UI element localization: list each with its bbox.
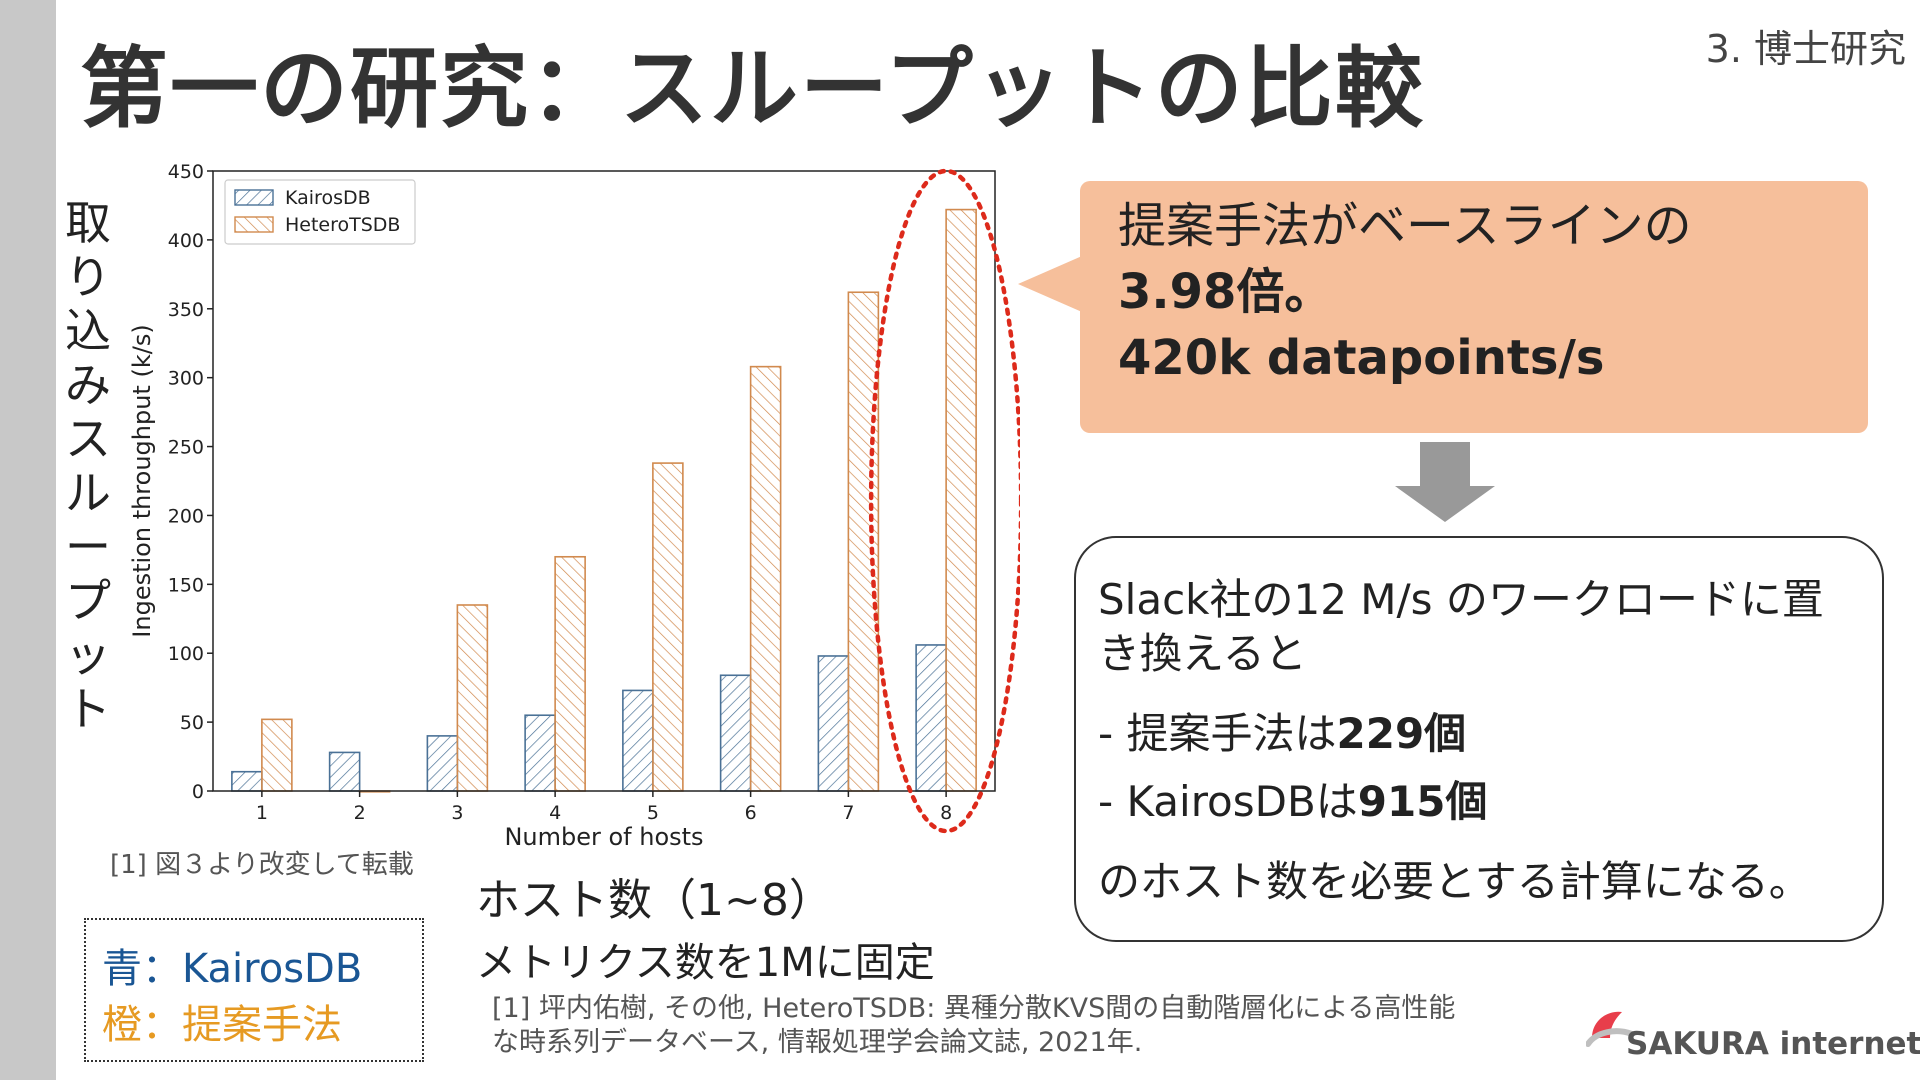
citation-line-2: な時系列データベース, 情報処理学会論文誌, 2021年. <box>492 1027 1143 1058</box>
bar-heterotsdb-4 <box>554 555 586 792</box>
x-tick-label: 7 <box>842 802 854 824</box>
info-item-proposed: - 提案手法は229個 <box>1098 700 1466 761</box>
vertical-y-label-char: 取 <box>65 196 111 250</box>
legend-orange-label: 橙：提案手法 <box>102 1002 342 1048</box>
x-tick-label: 2 <box>354 802 366 824</box>
hosts-label: ホスト数（1~8） <box>476 875 833 926</box>
vertical-y-label-char: ト <box>65 682 111 736</box>
bar-heterotsdb-3 <box>456 604 489 792</box>
info-item-proposed-label: - 提案手法は <box>1098 709 1337 758</box>
bar-kairosdb-5 <box>622 689 654 792</box>
info-item-kairosdb-label: - KairosDBは <box>1098 777 1358 826</box>
info-item-kairosdb-value: 915個 <box>1357 777 1488 826</box>
info-line-5: のホスト数を必要とする計算になる。 <box>1098 857 1811 906</box>
vertical-y-label-char: ッ <box>65 628 111 682</box>
x-tick-label: 6 <box>745 802 757 824</box>
x-tick-label: 5 <box>647 802 659 824</box>
x-tick-label: 8 <box>940 802 952 824</box>
info-item-kairosdb: - KairosDBは915個 <box>1098 768 1487 829</box>
legend-label-kairosdb: KairosDB <box>285 187 371 209</box>
x-tick-label: 4 <box>549 802 561 824</box>
highlight-ellipse <box>868 168 1020 834</box>
legend-swatch-heterotsdb <box>234 216 274 233</box>
y-tick-label: 200 <box>168 505 204 527</box>
throughput-bar-chart: 0 50 100 150 200 250 300 350 400 450 1 2 3 4 5 6 7 8 Ing… <box>128 161 1020 851</box>
vertical-y-label-char: ス <box>65 412 111 466</box>
bar-heterotsdb-6 <box>749 365 782 792</box>
y-tick-label: 300 <box>168 368 204 390</box>
callout-line-2: 3.98倍。 <box>1118 264 1333 320</box>
y-tick-label: 150 <box>168 574 204 596</box>
x-axis-title: Number of hosts <box>504 823 703 851</box>
bar-kairosdb-3 <box>426 735 459 792</box>
citation-line-1: [1] 坪内佑樹, その他, HeteroTSDB: 異種分散KVS間の自動階層… <box>492 993 1456 1024</box>
x-tick-label: 1 <box>256 802 268 824</box>
plot-frame <box>212 170 996 792</box>
slide-title: 第一の研究：スループットの比較 <box>80 37 1425 140</box>
bar-kairosdb-4 <box>524 714 556 792</box>
y-tick-label: 250 <box>168 437 204 459</box>
bar-heterotsdb-5 <box>652 462 684 792</box>
bar-kairosdb-8 <box>915 644 947 792</box>
bar-heterotsdb-8 <box>945 208 977 792</box>
callout-pointer <box>1018 256 1082 312</box>
y-tick-label: 50 <box>180 712 204 734</box>
y-tick-label: 350 <box>168 299 204 321</box>
figure-source-note: [1] 図３より改変して転載 <box>110 850 414 880</box>
x-tick-label: 3 <box>451 802 463 824</box>
vertical-y-label-char: ル <box>65 466 111 520</box>
y-tick-label: 400 <box>168 230 204 252</box>
bar-kairosdb-7 <box>817 655 850 792</box>
vertical-y-label-char: プ <box>65 574 111 628</box>
y-tick-label: 100 <box>168 643 204 665</box>
chart-legend: KairosDB HeteroTSDB <box>224 179 416 245</box>
sakura-logo: SAKURA internet <box>1586 996 1920 1062</box>
y-tick-label: 450 <box>168 161 204 183</box>
bar-kairosdb-1 <box>231 770 263 792</box>
info-item-proposed-value: 229個 <box>1336 709 1467 758</box>
workload-info-box: Slack社の12 M/s のワークロードに置 き換えると - 提案手法は229… <box>1074 536 1884 942</box>
vertical-y-label-char: み <box>65 358 111 412</box>
legend-blue-label: 青：KairosDB <box>102 946 363 992</box>
result-callout: 提案手法がベースラインの 3.98倍。 420k datapoints/s <box>1080 181 1868 433</box>
color-legend-box: 青：KairosDB 橙：提案手法 <box>84 918 424 1062</box>
legend-swatch-kairosdb <box>234 189 274 206</box>
vertical-y-label-char: ー <box>65 520 111 574</box>
legend-label-heterotsdb: HeteroTSDB <box>285 214 400 236</box>
down-arrow-icon <box>1395 442 1495 522</box>
vertical-y-label: 取り込みスループット <box>62 196 114 736</box>
citation: [1] 坪内佑樹, その他, HeteroTSDB: 異種分散KVS間の自動階層… <box>492 992 1455 1060</box>
info-line-2: き換えると <box>1098 629 1307 678</box>
callout-line-3: 420k datapoints/s <box>1118 330 1605 386</box>
bar-heterotsdb-1 <box>261 718 293 792</box>
vertical-y-label-char: 込 <box>65 304 111 358</box>
bar-kairosdb-2 <box>328 751 361 792</box>
y-tick-label: 0 <box>192 781 204 803</box>
callout-line-1: 提案手法がベースラインの <box>1118 198 1692 254</box>
y-axis-title: Ingestion throughput (k/s) <box>128 324 156 637</box>
info-line-1: Slack社の12 M/s のワークロードに置 <box>1098 575 1824 624</box>
left-accent-strip <box>0 0 56 1080</box>
section-label: 3. 博士研究 <box>1705 27 1906 71</box>
logo-text: SAKURA internet <box>1626 1026 1920 1062</box>
sakura-logo-icon <box>1586 1011 1635 1047</box>
bar-kairosdb-6 <box>719 674 752 792</box>
vertical-y-label-char: り <box>65 250 111 304</box>
metrics-label: メトリクス数を1Mに固定 <box>476 940 935 986</box>
